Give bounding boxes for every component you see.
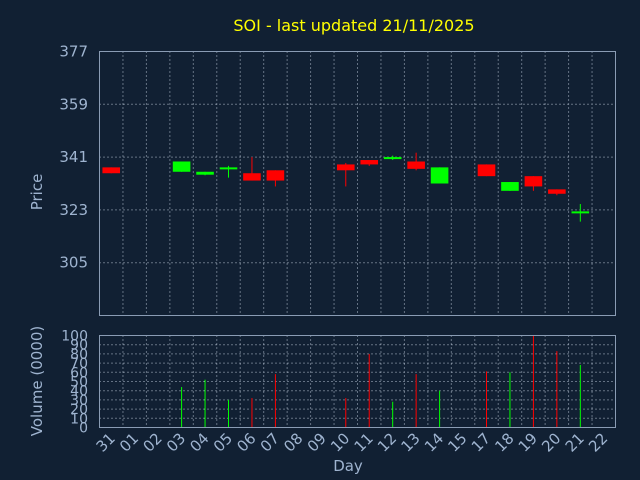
x-tick-label: 01	[116, 429, 142, 455]
candle-body	[219, 167, 238, 170]
candle-body	[172, 161, 191, 172]
x-tick-label: 20	[538, 429, 564, 455]
volume-y-tick-label: 60	[70, 365, 88, 381]
candle-body	[501, 182, 519, 191]
price-y-tick-label: 377	[59, 43, 88, 61]
x-tick-label: 02	[139, 429, 165, 455]
x-tick-label: 06	[233, 429, 259, 455]
volume-y-tick-label: 30	[70, 393, 88, 409]
candle-body	[430, 167, 449, 184]
volume-y-tick-label: 50	[70, 375, 88, 391]
x-tick-label: 04	[186, 429, 212, 455]
price-y-tick-label: 359	[59, 95, 88, 113]
x-tick-label: 15	[444, 429, 470, 455]
volume-y-tick-label: 10	[70, 411, 88, 427]
candle-body	[102, 167, 121, 174]
price-y-tick-label: 305	[59, 254, 88, 272]
candle-body	[196, 171, 214, 175]
x-axis-label: Day	[333, 457, 363, 475]
x-tick-label: 13	[397, 429, 423, 455]
price-grid	[99, 51, 616, 316]
candle-body	[243, 173, 261, 181]
volume-y-tick-label: 100	[61, 329, 88, 345]
volume-y-tick-label: 90	[70, 338, 88, 354]
volume-bars	[181, 335, 581, 428]
x-tick-label: 08	[280, 429, 306, 455]
candle-body	[383, 157, 402, 160]
x-tick-label: 14	[421, 429, 447, 455]
volume-y-tick-label: 40	[70, 384, 88, 400]
candle-body	[407, 161, 425, 169]
volume-grid	[99, 335, 616, 428]
price-axis-label: Price	[28, 174, 46, 211]
x-tick-label: 22	[585, 429, 611, 455]
chart-title: SOI - last updated 21/11/2025	[233, 16, 474, 35]
volume-y-tick-label: 20	[70, 402, 88, 418]
candle-body	[548, 189, 566, 194]
x-tick-label: 05	[210, 429, 236, 455]
candle-body	[266, 170, 285, 181]
price-y-tick-label: 323	[59, 201, 88, 219]
x-tick-label: 10	[327, 429, 353, 455]
price-candles	[102, 152, 590, 222]
x-tick-label: 21	[562, 429, 588, 455]
x-tick-label: 19	[515, 429, 541, 455]
price-y-tick-labels: 305 323 341 359 377	[59, 43, 88, 272]
candle-body	[571, 211, 590, 214]
candle-body	[477, 164, 496, 177]
x-tick-labels: 3101020304050607080910111213141517181920…	[93, 429, 612, 455]
price-plot-frame	[99, 51, 616, 316]
x-tick-label: 18	[491, 429, 517, 455]
x-tick-label: 31	[93, 429, 119, 455]
x-tick-label: 12	[374, 429, 400, 455]
x-tick-label: 03	[163, 429, 189, 455]
candle-body	[524, 176, 543, 187]
price-y-tick-label: 341	[59, 148, 88, 166]
volume-axis-label: Volume (0000)	[28, 326, 46, 436]
x-tick-label: 07	[257, 429, 283, 455]
candle-body	[336, 164, 355, 171]
volume-y-tick-label: 70	[70, 356, 88, 372]
volume-y-tick-label: 80	[70, 347, 88, 363]
volume-y-tick-label: 0	[79, 421, 88, 437]
x-tick-label: 09	[304, 429, 330, 455]
x-tick-label: 11	[351, 429, 377, 455]
volume-plot-frame	[99, 335, 616, 428]
candle-body	[360, 160, 379, 165]
x-tick-label: 17	[468, 429, 494, 455]
